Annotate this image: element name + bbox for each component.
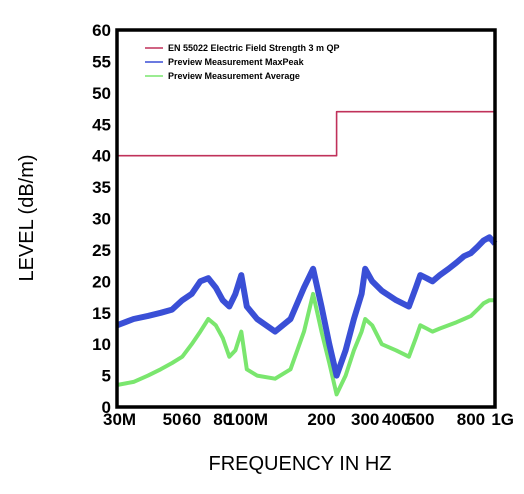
series-line [115,234,498,379]
series-line [116,291,495,397]
x-tick-label: 50 [163,410,182,429]
x-tick-label: 800 [457,410,485,429]
y-tick-label: 15 [92,304,111,323]
y-tick-label: 0 [102,398,111,417]
x-tick-label: 500 [406,410,434,429]
x-tick-label: 100M [226,410,269,429]
x-tick-label: 80 [213,410,232,429]
y-tick-label: 50 [92,84,111,103]
y-axis-title: LEVEL (dB/m) [16,154,38,281]
plot-frame [115,28,497,409]
legend-label: Preview Measurement MaxPeak [168,57,305,67]
x-axis-title: FREQUENCY IN HZ [209,453,392,475]
plot-background [117,30,495,407]
y-tick-label: 40 [92,147,111,166]
y-tick-label: 10 [92,335,111,354]
y-tick-label: 20 [92,272,111,291]
y-tick-label: 55 [92,52,111,71]
series-layer [115,110,498,397]
y-tick-label: 35 [92,178,111,197]
x-tick-label: 60 [182,410,201,429]
y-tick-label: 45 [92,115,111,134]
x-tick-label: 200 [307,410,335,429]
x-tick-label: 300 [351,410,379,429]
y-tick-label: 25 [92,241,111,260]
x-tick-label: 30M [103,410,136,429]
legend-label: EN 55022 Electric Field Strength 3 m QP [168,43,340,53]
y-tick-label: 60 [92,21,111,40]
y-tick-label: 5 [102,367,111,386]
series-line [117,110,495,157]
y-axis-ticks: 0 5 10 15 20 25 30 35 40 45 50 55 60 [92,21,111,417]
legend: EN 55022 Electric Field Strength 3 m QP P… [145,43,340,81]
x-tick-label: 1G [491,410,514,429]
y-tick-label: 30 [92,210,111,229]
legend-label: Preview Measurement Average [168,71,300,81]
x-tick-label: 400 [382,410,410,429]
